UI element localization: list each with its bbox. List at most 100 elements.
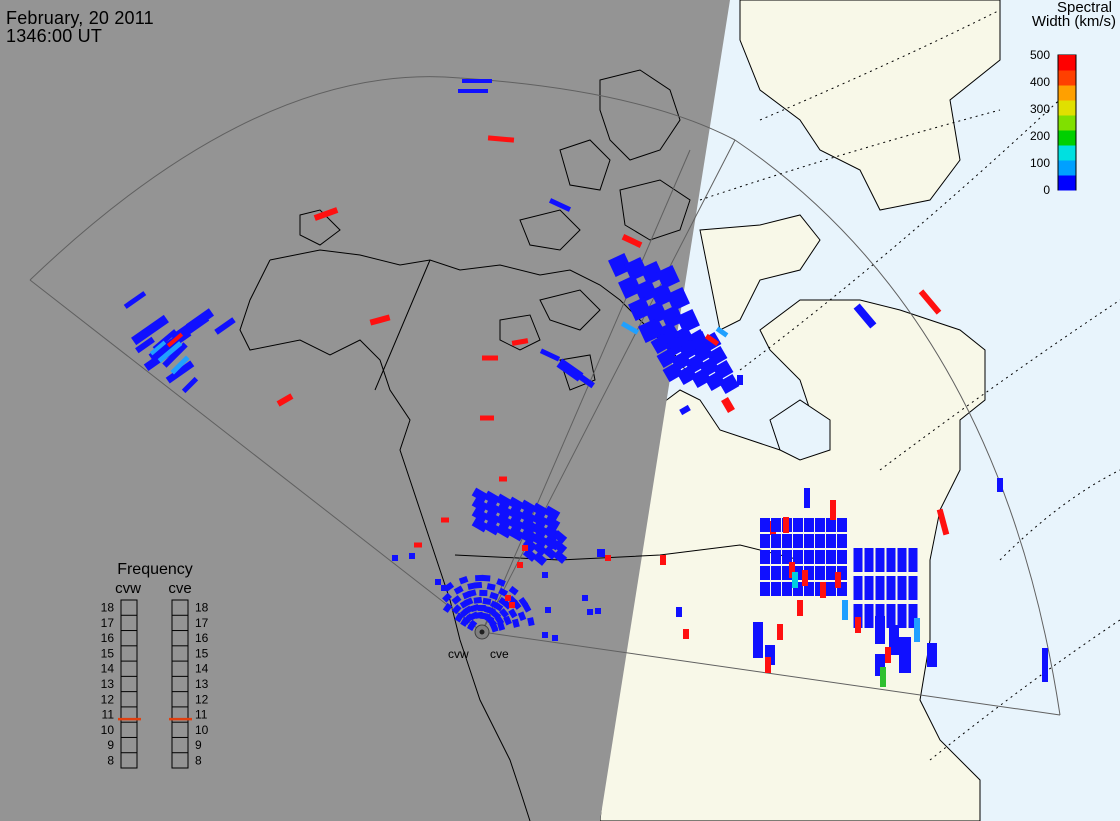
echo-cell [650,283,674,307]
frequency-channel-cve: cve [168,580,191,597]
echo-cell [483,520,501,536]
echo-cell [660,555,666,565]
echo-cell [473,596,483,604]
echo-cell [482,597,492,605]
echo-cell [718,373,740,395]
echo-cell [462,605,473,616]
colorbar-tick-label: 100 [1030,156,1050,170]
frequency-channel-cvw: cvw [115,580,141,597]
echo-cell [522,602,532,613]
echo-cell [804,566,814,580]
echo-cell [765,657,771,673]
echo-cell [498,587,509,597]
echo-cell [842,600,848,620]
echo-cell [650,333,672,355]
echo-cell [605,555,611,561]
echo-cell [135,336,155,354]
echo-cell [721,396,735,414]
echo-cell [149,340,167,356]
echo-cell [927,643,937,667]
echo-cell [123,291,147,309]
echo-cell [820,582,826,598]
echo-cell [683,629,689,639]
echo-cell [908,576,918,600]
echo-cell [793,582,803,596]
echo-cell [782,534,792,548]
echo-cell [737,375,743,385]
echo-cell [704,370,726,392]
echo-cell [826,582,836,596]
echo-cell [624,257,648,281]
colorbar-swatch [1058,160,1076,176]
frequency-scale-label-left: 8 [107,753,114,767]
echo-cell [676,364,698,386]
radar-echoes [123,79,1048,687]
echo-cell [552,635,558,641]
echo-cell [481,612,491,621]
colorbar-swatch [1058,100,1076,116]
frequency-scale-label-left: 16 [101,631,115,645]
colorbar-tick-label: 400 [1030,75,1050,89]
echo-cell [760,550,770,564]
echo-cell [771,566,781,580]
echo-cell [597,549,605,557]
echo-cell [543,515,561,531]
echo-cell [793,534,803,548]
colorbar-swatch [1058,85,1076,101]
echo-cell [463,597,474,607]
date-label: February, 20 2011 [6,8,154,28]
echo-cell [782,582,792,596]
echo-cell [875,548,885,572]
echo-cell [837,566,847,580]
echo-cell [479,589,488,597]
echo-cell [886,604,896,628]
echo-cell [471,507,489,523]
echo-cell [495,513,513,529]
frequency-scale-label-left: 10 [101,723,115,737]
echo-cell [548,198,572,212]
echo-cell [997,478,1003,492]
echo-cell [522,545,528,551]
colorbar-tick-label: 200 [1030,129,1050,143]
radar-sites: cvw cve [448,624,509,661]
echo-cell [552,540,568,554]
echo-cell [815,518,825,532]
echo-cell [462,79,492,83]
echo-cell [855,617,861,633]
echo-cell [886,548,896,572]
echo-cell [493,602,504,612]
echo-cell [885,647,891,663]
frequency-scale-label-left: 17 [101,616,115,630]
echo-cell [531,512,549,528]
frequency-scale-label-right: 11 [195,708,208,722]
echo-cell [889,625,899,655]
echo-cell [509,602,515,608]
echo-cell [369,314,391,326]
colorbar-swatch [1058,55,1076,71]
echo-cell [489,591,499,601]
echo-cell [507,516,525,532]
echo-cell [442,592,452,603]
echo-cell [582,595,588,601]
echo-cell [918,289,942,315]
echo-cell [908,604,918,628]
echo-cell [495,523,513,539]
echo-cell [517,611,527,622]
echo-cell [804,488,810,508]
echo-cell [486,583,496,591]
frequency-scale-label-right: 13 [195,677,209,691]
frequency-scale-label-right: 16 [195,631,209,645]
frequency-scale-label-right: 8 [195,753,202,767]
echo-cell [656,347,678,369]
colorbar-tick-label: 500 [1030,48,1050,62]
echo-cell [409,553,415,559]
echo-cell [542,632,548,638]
echo-cell [899,637,911,673]
echo-cell [826,518,836,532]
echo-cell [469,604,480,613]
echo-cell [467,619,478,630]
echo-cell [483,500,501,516]
echo-cell [1042,648,1048,682]
echo-cell [471,517,489,533]
